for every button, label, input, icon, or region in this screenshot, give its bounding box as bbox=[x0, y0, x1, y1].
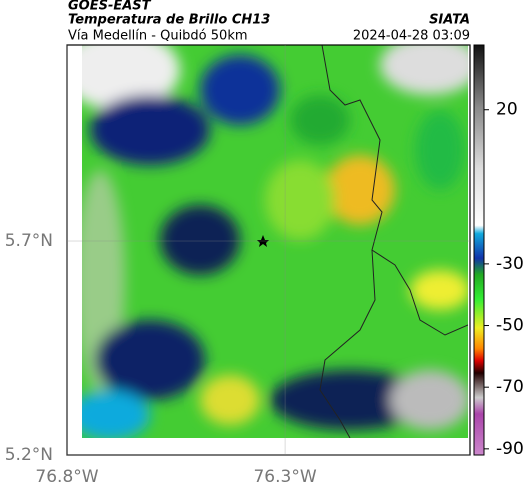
y-tick-label: 5.7°N bbox=[5, 231, 53, 251]
colorbar-tick-label: -50 bbox=[496, 316, 524, 336]
y-tick-label: 5.2°N bbox=[5, 445, 53, 465]
colorbar-tick-label: 20 bbox=[496, 100, 518, 120]
datetime: 2024-04-28 03:09 bbox=[353, 29, 470, 44]
colorbar bbox=[473, 44, 485, 456]
satellite-image bbox=[82, 45, 468, 438]
title-1: GOES-EAST bbox=[68, 0, 152, 14]
x-tick-label: 76.3°W bbox=[253, 467, 316, 487]
source: SIATA bbox=[429, 13, 470, 28]
colorbar-tick-label: -70 bbox=[496, 377, 524, 397]
title-2: Temperatura de Brillo CH13 bbox=[68, 13, 270, 28]
colorbar-tick-label: -30 bbox=[496, 254, 524, 274]
x-tick-label: 76.8°W bbox=[35, 467, 98, 487]
subtitle: Vía Medellín - Quibdó 50km bbox=[68, 29, 248, 44]
colorbar-tick-label: -90 bbox=[496, 439, 524, 459]
